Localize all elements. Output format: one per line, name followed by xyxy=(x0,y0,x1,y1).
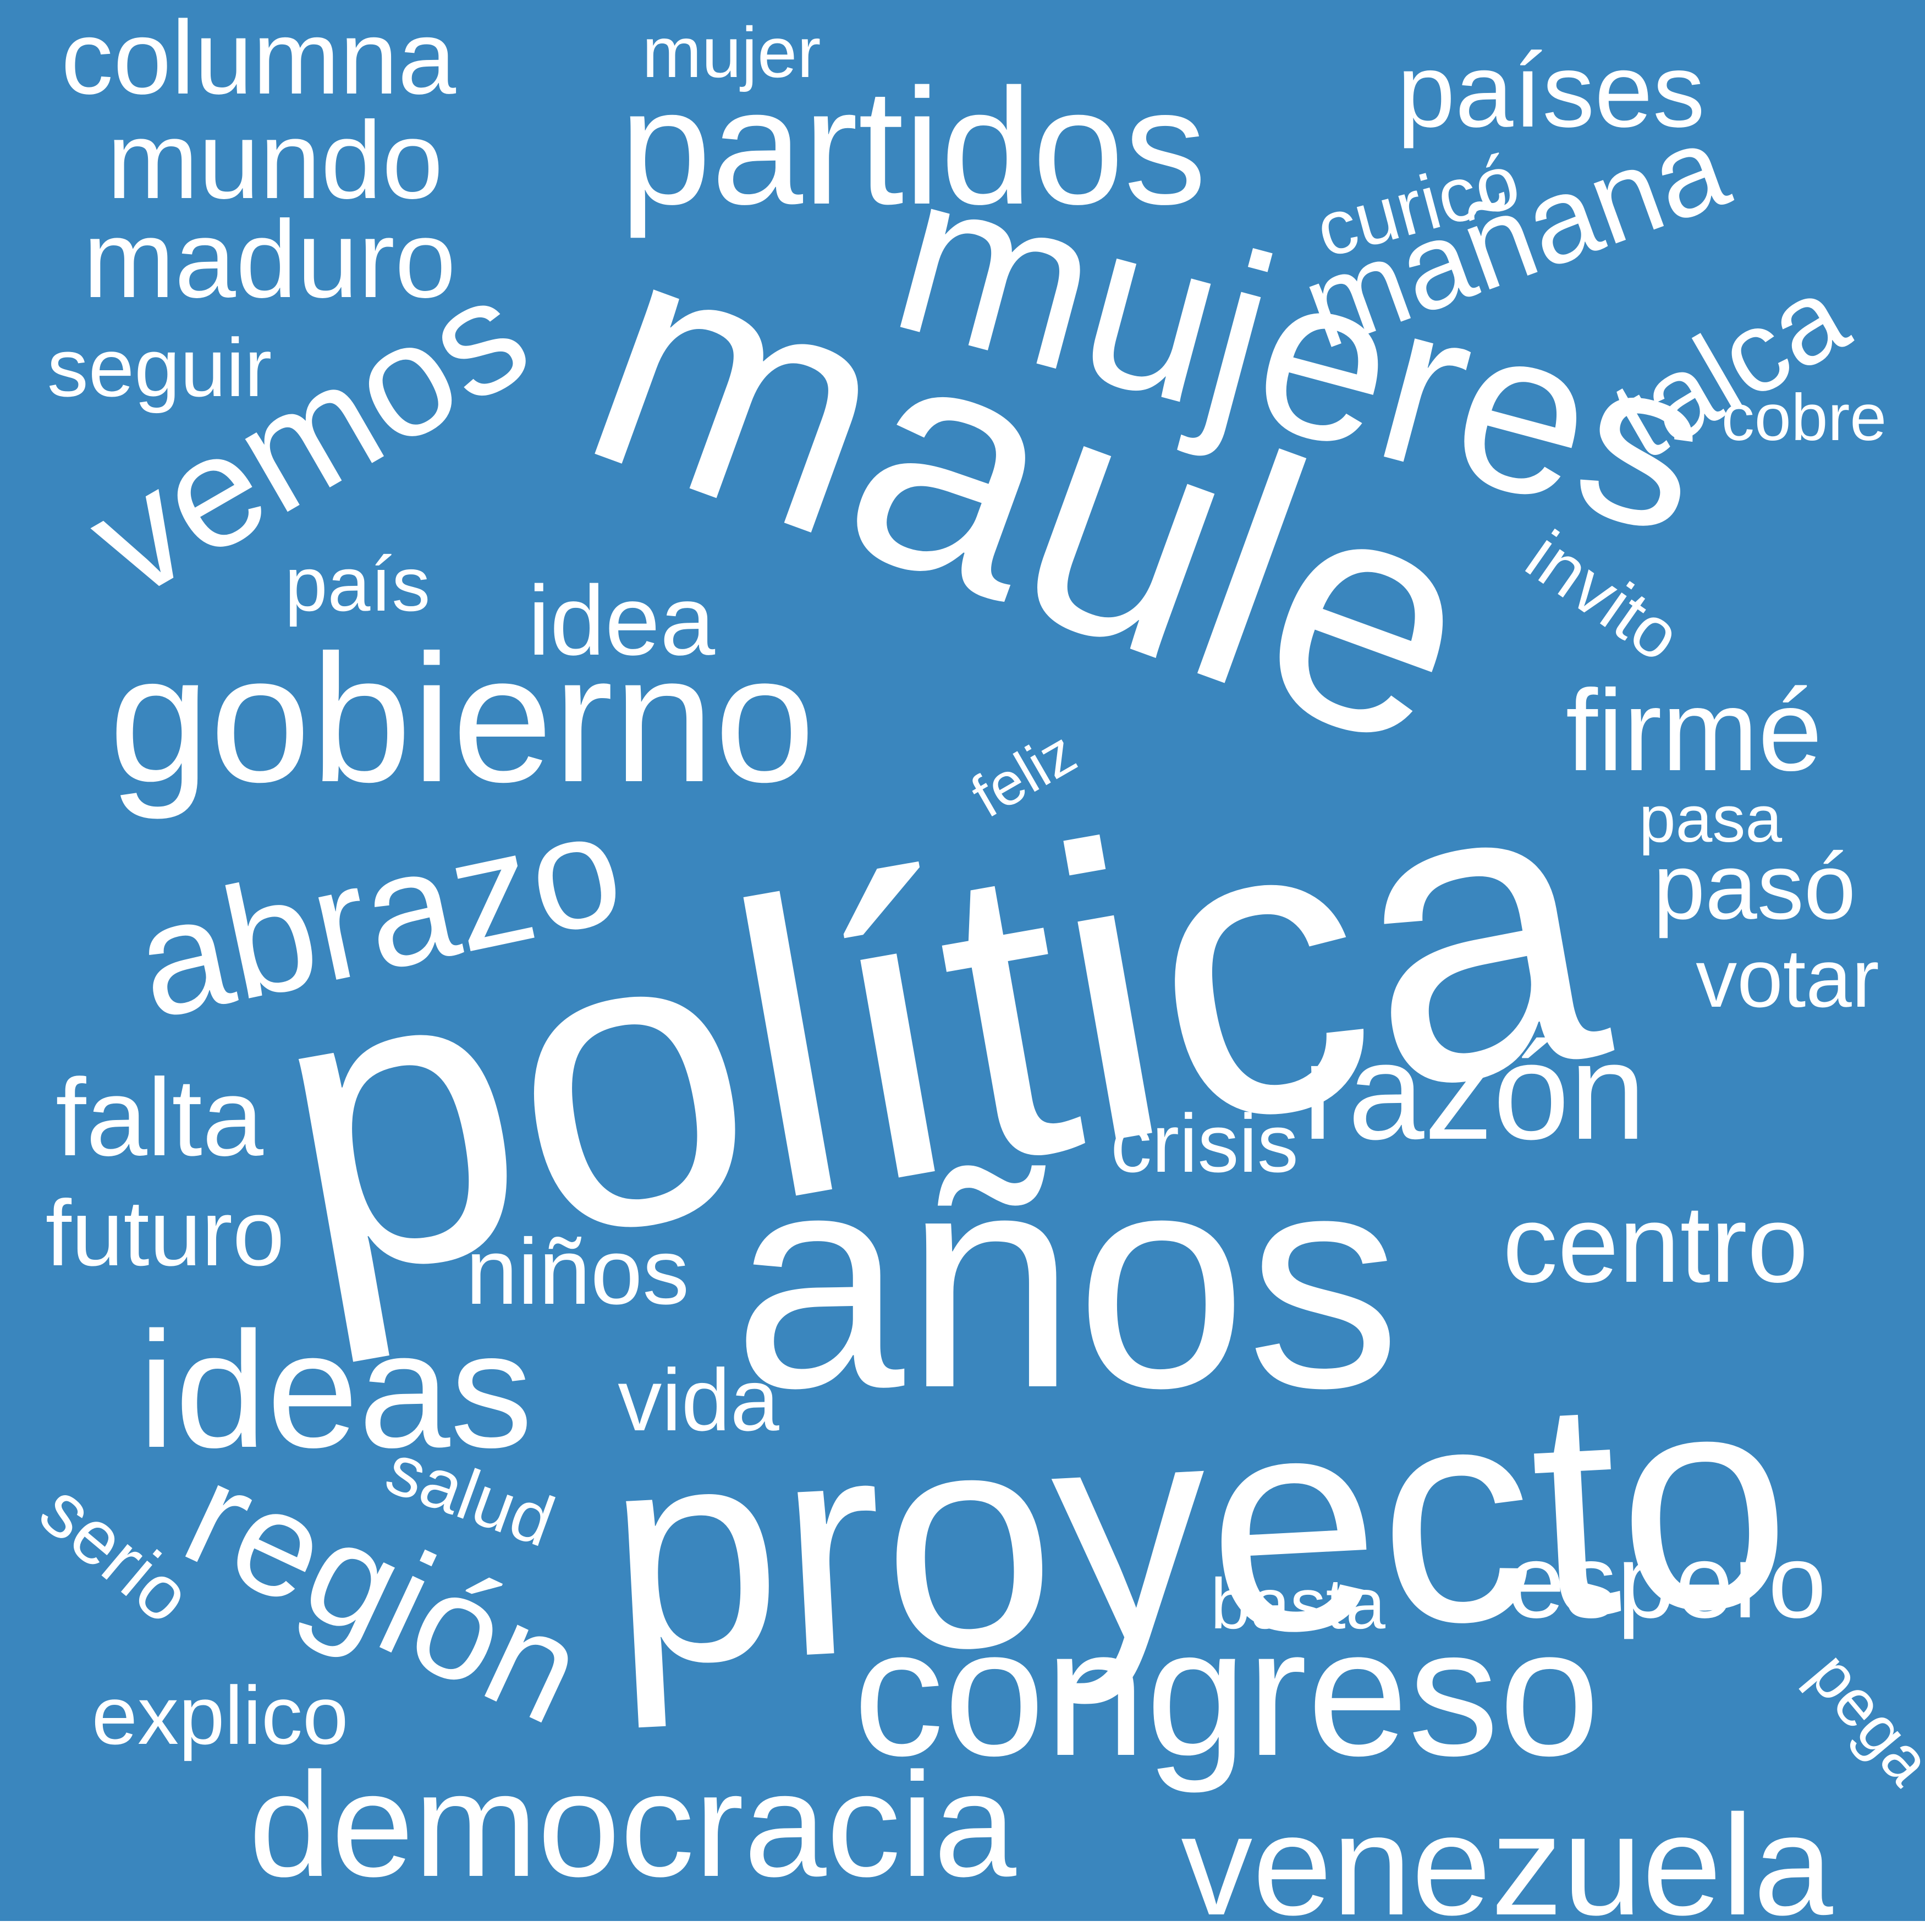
word-democracia: democracia xyxy=(249,1742,1017,1908)
word-basta: basta xyxy=(1211,1563,1386,1644)
word-espero: espero xyxy=(1507,1523,1827,1640)
word-proyecto: proyecto xyxy=(600,1324,1798,1732)
word-venezuela: venezuela xyxy=(1181,1786,1834,1932)
word-pais: país xyxy=(285,541,431,627)
word-anos: años xyxy=(733,1107,1401,1452)
word-ideas: ideas xyxy=(138,1297,532,1482)
word-firme: firmé xyxy=(1566,666,1823,795)
word-votar: votar xyxy=(1696,932,1879,1024)
word-mujer: mujer xyxy=(642,12,821,92)
word-razon: razón xyxy=(1302,1014,1646,1168)
word-congreso: congreso xyxy=(853,1590,1600,1794)
word-columna: columna xyxy=(61,0,456,116)
word-mundo: mundo xyxy=(107,99,443,222)
word-ninos: niños xyxy=(466,1220,689,1324)
word-cobre: cobre xyxy=(1722,381,1887,454)
word-explico: explico xyxy=(92,1669,349,1761)
word-futuro: futuro xyxy=(46,1181,285,1286)
word-pasa: pasa xyxy=(1639,782,1782,856)
word-paises: países xyxy=(1397,32,1705,149)
word-falta: falta xyxy=(56,1056,264,1179)
word-seguir: seguir xyxy=(47,321,272,414)
word-vida: vida xyxy=(618,1351,779,1449)
word-centro: centro xyxy=(1503,1183,1808,1305)
word-gobierno: gobierno xyxy=(109,617,815,821)
word-partidos: partidos xyxy=(619,54,1206,240)
word-idea: idea xyxy=(528,566,716,676)
word-maduro: maduro xyxy=(83,198,456,321)
word-crisis: crisis xyxy=(1110,1097,1299,1189)
word-paso: pasó xyxy=(1653,835,1856,939)
